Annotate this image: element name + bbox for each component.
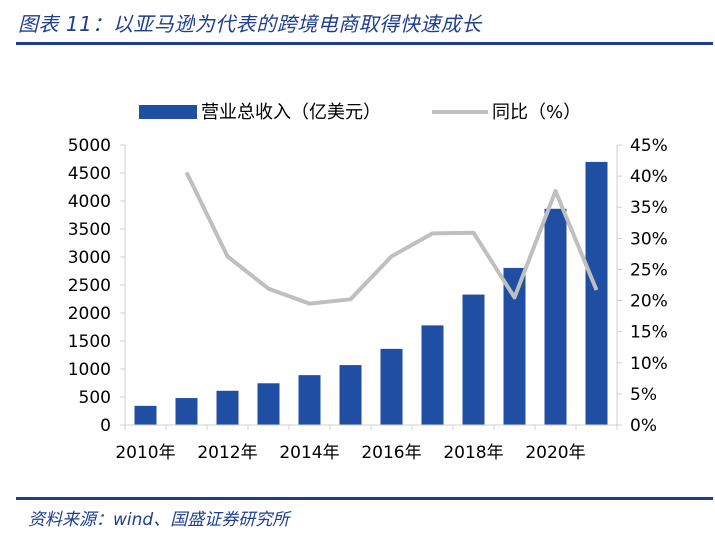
bar-2012年 [216, 390, 239, 425]
right-tick-label: 20% [630, 292, 668, 312]
bar-2017年 [421, 325, 444, 425]
bar-2014年 [298, 375, 321, 425]
bar-2011年 [175, 398, 198, 425]
left-tick-label: 3500 [68, 220, 111, 240]
left-tick-label: 4000 [68, 192, 111, 212]
left-tick-label: 2500 [68, 276, 111, 296]
legend-label-yoy: 同比（%） [492, 102, 581, 123]
right-tick-label: 10% [630, 354, 668, 374]
x-tick-label: 2018年 [443, 443, 503, 463]
left-tick-label: 1000 [68, 360, 111, 380]
left-tick-label: 4500 [68, 164, 111, 184]
figure-title: 图表 11：以亚马逊为代表的跨境电商取得快速成长 [18, 12, 482, 36]
right-tick-label: 5% [630, 385, 657, 405]
x-tick-label: 2016年 [361, 443, 421, 463]
left-tick-label: 0 [100, 416, 111, 436]
title-rule [16, 42, 713, 45]
source-note: 资料来源：wind、国盛证券研究所 [28, 510, 290, 530]
x-tick-label: 2014年 [279, 443, 339, 463]
right-tick-label: 30% [630, 229, 668, 249]
left-tick-label: 500 [79, 388, 111, 408]
left-tick-label: 1500 [68, 332, 111, 352]
bar-2018年 [462, 294, 485, 425]
right-tick-label: 45% [630, 136, 668, 156]
bar-2019年 [503, 267, 526, 425]
legend: 营业总收入（亿美元） 同比（%） [139, 102, 581, 123]
legend-label-revenue: 营业总收入（亿美元） [201, 102, 381, 123]
right-tick-label: 0% [630, 416, 657, 436]
bar-2013年 [257, 383, 280, 425]
bar-2010年 [134, 405, 157, 425]
bar-2015年 [339, 365, 362, 425]
bar-2016年 [380, 348, 403, 425]
x-tick-label: 2020年 [525, 443, 585, 463]
right-tick-label: 15% [630, 323, 668, 343]
right-tick-label: 25% [630, 260, 668, 280]
left-tick-label: 3000 [68, 248, 111, 268]
source-rule [16, 497, 713, 500]
x-tick-label: 2012年 [197, 443, 257, 463]
x-tick-label: 2010年 [115, 443, 175, 463]
bar-2020年 [544, 208, 567, 425]
right-tick-label: 35% [630, 198, 668, 218]
bar-2021年 [585, 161, 608, 426]
right-tick-label: 40% [630, 167, 668, 187]
left-tick-label: 2000 [68, 304, 111, 324]
left-tick-label: 5000 [68, 136, 111, 156]
legend-swatch-revenue [139, 105, 197, 119]
yoy-line [184, 171, 599, 306]
